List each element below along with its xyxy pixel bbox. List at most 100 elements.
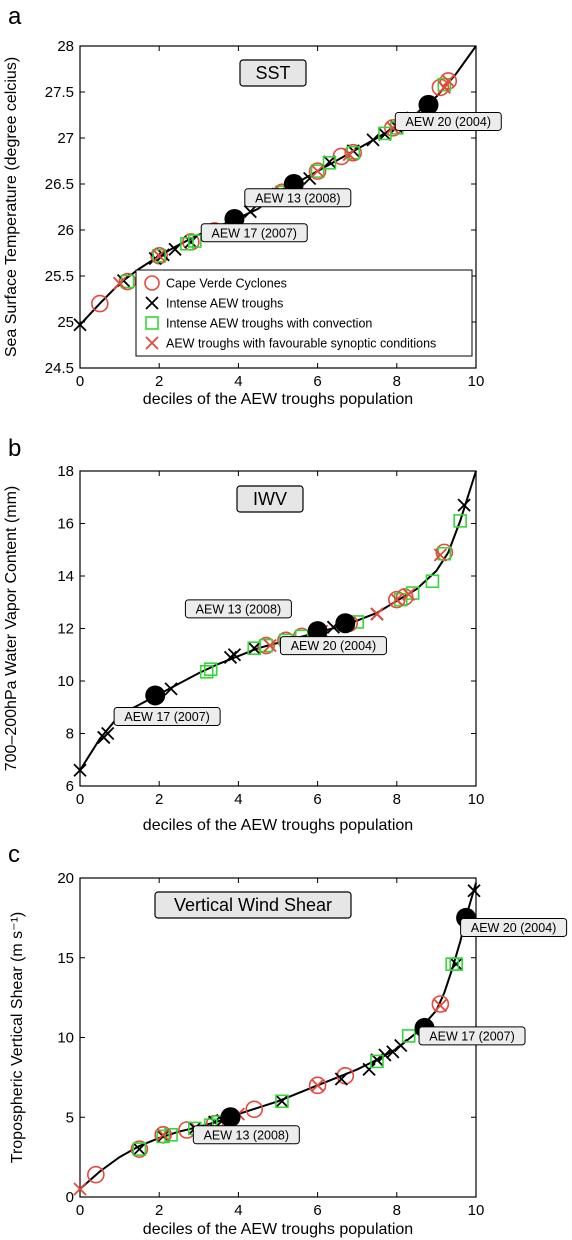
x-tick-label: 6	[313, 791, 321, 808]
x-tick-label: 4	[234, 791, 242, 808]
intense-trough-marker	[334, 1072, 348, 1086]
x-axis-label: deciles of the AEW troughs population	[143, 391, 413, 408]
highlight-point	[145, 685, 166, 706]
highlight-label: AEW 13 (2008)	[204, 1128, 289, 1142]
intense-trough-marker	[223, 650, 238, 665]
x-tick-label: 10	[468, 373, 485, 390]
legend-label: Intense AEW troughs	[166, 297, 283, 311]
intense-trough-marker	[243, 204, 257, 219]
y-tick-label: 14	[57, 568, 74, 585]
x-axis-label: deciles of the AEW troughs population	[143, 1221, 413, 1238]
favourable-marker	[437, 80, 451, 95]
x-tick-label: 4	[234, 373, 242, 390]
convection-marker	[401, 1029, 416, 1043]
convection-marker	[199, 665, 214, 679]
panel-letter: c	[8, 841, 20, 868]
y-tick-label: 26	[57, 222, 74, 239]
highlight-point	[220, 1107, 241, 1128]
chart-title: SST	[255, 63, 290, 83]
annotation-box	[184, 599, 292, 619]
y-tick-label: 25	[57, 314, 74, 331]
legend: Cape Verde Cyclones Intense AEW troughs In…	[135, 269, 473, 357]
y-tick-label: 27	[57, 130, 74, 147]
highlight-label: AEW 20 (2004)	[471, 921, 556, 935]
x-tick-label: 8	[393, 373, 401, 390]
intense-trough-marker	[362, 1062, 376, 1077]
convection-marker	[437, 77, 452, 92]
highlight-label: AEW 13 (2008)	[196, 602, 281, 616]
annotation-box	[244, 188, 352, 208]
cape-verde-marker	[387, 590, 406, 609]
annotation-box	[418, 1026, 526, 1046]
annotation-box	[192, 1125, 300, 1145]
legend-label: Cape Verde Cyclones	[166, 277, 287, 291]
legend-convection-marker	[145, 316, 159, 330]
y-tick-label: 18	[57, 463, 74, 480]
x-tick-label: 6	[313, 373, 321, 390]
favourable-marker	[156, 1128, 170, 1142]
favourable-marker	[342, 147, 356, 162]
y-tick-label: 15	[57, 950, 74, 967]
legend-label: Intense AEW troughs with convection	[166, 317, 372, 331]
y-tick-label: 8	[66, 726, 74, 743]
cape-verde-marker	[308, 162, 327, 180]
annotation-box	[460, 917, 568, 937]
cape-verde-marker	[91, 294, 109, 313]
x-tick-label: 10	[468, 791, 485, 808]
panel-letter: a	[8, 3, 22, 30]
y-tick-label: 27.5	[45, 84, 74, 101]
cape-verde-marker	[130, 1140, 149, 1158]
y-tick-label: 24.5	[45, 360, 74, 377]
convection-marker	[449, 957, 464, 971]
intense-trough-marker	[449, 957, 463, 971]
favourable-marker	[310, 164, 325, 178]
chart-panel-c: c 0 2 4 6 8 10 0 5 10 15 20 deciles of the AEW troug…	[8, 841, 568, 1238]
intense-trough-marker	[378, 1048, 392, 1062]
cape-verde-marker	[87, 1165, 105, 1184]
intense-trough-marker	[247, 641, 261, 655]
favourable-marker	[433, 548, 447, 562]
chart-panel-b: b 0 2 4 6 8 10 6 8 10 12 14 16 18 deciles of the AEW t…	[3, 435, 484, 834]
intense-trough-marker	[322, 155, 337, 169]
y-tick-label: 26.5	[45, 176, 74, 193]
convection-marker	[152, 248, 166, 263]
convection-marker	[132, 1142, 147, 1156]
plot-frame	[79, 470, 477, 787]
favourable-marker	[112, 276, 127, 290]
intense-trough-marker	[101, 726, 115, 741]
y-tick-label: 10	[57, 673, 74, 690]
intense-trough-marker	[386, 1045, 400, 1059]
x-tick-label: 2	[155, 1202, 163, 1219]
highlight-label: AEW 13 (2008)	[255, 191, 340, 205]
x-tick-label: 2	[155, 373, 163, 390]
cape-verde-marker	[431, 995, 450, 1013]
highlight-label: AEW 17 (2007)	[124, 710, 209, 724]
legend-label: AEW troughs with favourable synoptic con…	[166, 337, 436, 351]
cape-verde-marker	[150, 246, 168, 265]
highlight-label: AEW 20 (2004)	[291, 639, 376, 653]
intense-trough-marker	[366, 133, 380, 147]
y-tick-label: 5	[66, 1109, 74, 1126]
favourable-marker	[263, 638, 277, 653]
y-axis-label: Tropospheric Vertical Shear (m s⁻¹)	[9, 912, 26, 1163]
intense-trough-marker	[73, 763, 87, 777]
cape-verde-marker	[439, 72, 458, 90]
favourable-marker	[390, 592, 404, 607]
chart-panel-a: a 0 2 4 6 8 10 24.5 25 25.5 26 26.5 27 27.5 28 deciles …	[3, 3, 502, 408]
favourable-marker	[441, 74, 455, 88]
convection-marker	[203, 662, 218, 676]
convection-marker	[188, 234, 202, 248]
favourable-marker	[402, 587, 416, 602]
convection-marker	[370, 1054, 384, 1069]
x-tick-label: 8	[393, 1202, 401, 1219]
x-tick-label: 10	[468, 1202, 485, 1219]
title-box	[236, 485, 304, 513]
x-tick-label: 0	[76, 791, 84, 808]
intense-trough-marker	[467, 884, 481, 898]
y-tick-label: 10	[57, 1030, 74, 1047]
favourable-marker	[73, 1182, 87, 1196]
intense-trough-marker	[164, 682, 178, 696]
intense-trough-marker	[227, 648, 242, 662]
y-tick-label: 12	[57, 621, 74, 638]
intense-trough-marker	[156, 248, 170, 262]
